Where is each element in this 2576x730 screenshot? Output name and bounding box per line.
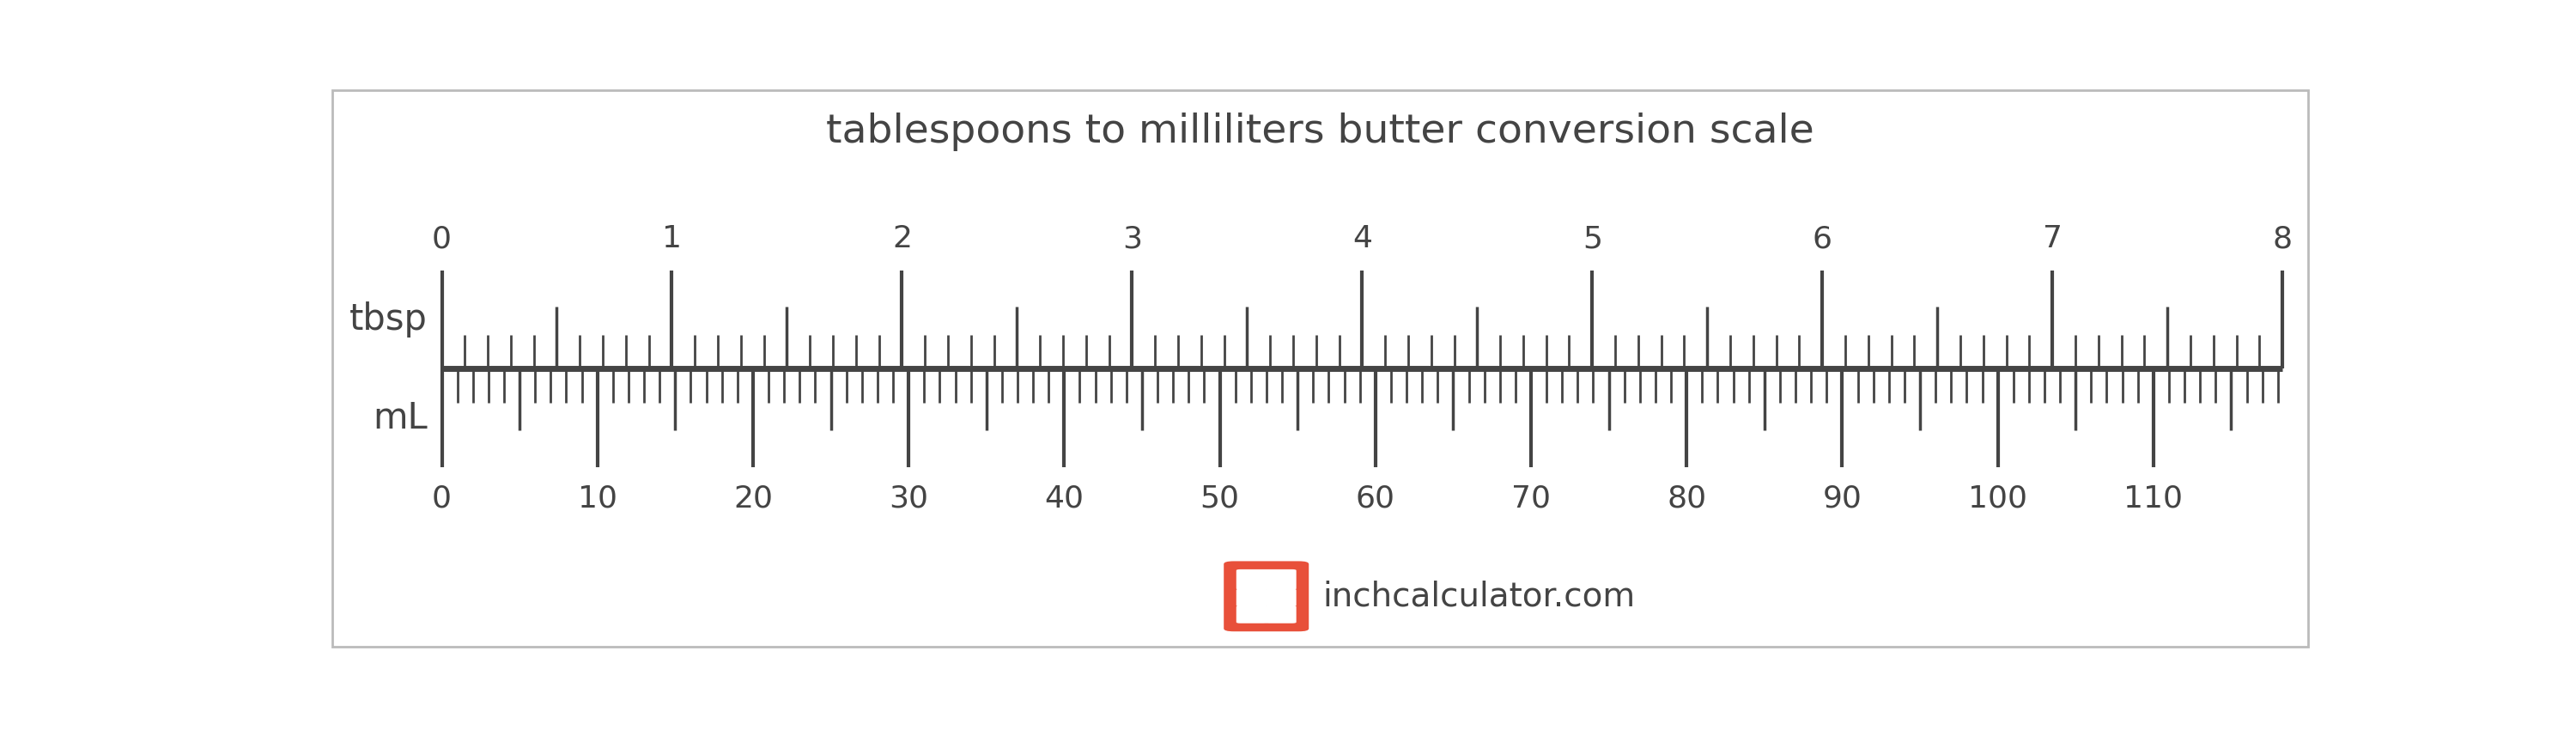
- Text: 7: 7: [2043, 224, 2063, 253]
- Text: 8: 8: [2272, 224, 2293, 253]
- FancyBboxPatch shape: [1265, 589, 1296, 607]
- Text: 70: 70: [1512, 484, 1551, 513]
- Text: 2: 2: [891, 224, 912, 253]
- Text: 5: 5: [1582, 224, 1602, 253]
- Text: 0: 0: [433, 224, 451, 253]
- Text: 20: 20: [734, 484, 773, 513]
- Text: 90: 90: [1821, 484, 1862, 513]
- Text: 30: 30: [889, 484, 927, 513]
- Text: 60: 60: [1355, 484, 1396, 513]
- Text: 80: 80: [1667, 484, 1705, 513]
- FancyBboxPatch shape: [1236, 569, 1296, 590]
- Text: tbsp: tbsp: [350, 301, 428, 337]
- Text: inchcalculator.com: inchcalculator.com: [1324, 580, 1636, 612]
- Text: 1: 1: [662, 224, 683, 253]
- Text: 40: 40: [1043, 484, 1084, 513]
- FancyBboxPatch shape: [1236, 606, 1267, 623]
- FancyBboxPatch shape: [1224, 561, 1309, 631]
- Text: 110: 110: [2123, 484, 2182, 513]
- Text: 50: 50: [1200, 484, 1239, 513]
- FancyBboxPatch shape: [1265, 606, 1296, 623]
- FancyBboxPatch shape: [1236, 589, 1267, 607]
- Text: 0: 0: [433, 484, 451, 513]
- Text: 4: 4: [1352, 224, 1373, 253]
- Text: 3: 3: [1123, 224, 1141, 253]
- Text: 10: 10: [577, 484, 618, 513]
- Text: mL: mL: [374, 400, 428, 436]
- Text: 6: 6: [1814, 224, 1832, 253]
- Text: 100: 100: [1968, 484, 2027, 513]
- Text: tablespoons to milliliters butter conversion scale: tablespoons to milliliters butter conver…: [827, 113, 1814, 152]
